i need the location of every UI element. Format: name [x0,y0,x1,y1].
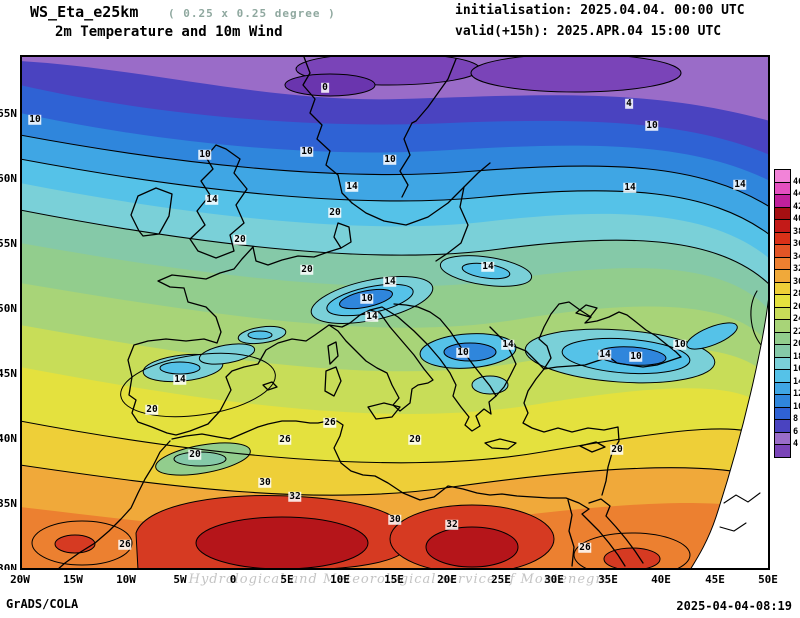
colorbar-value-42: 42 [793,201,800,212]
colorbar-value-16: 16 [793,364,800,374]
colorbar-segment-21 [775,431,790,444]
colorbar-segment-17 [775,381,790,394]
colorbar-value-36: 36 [793,239,800,249]
colorbar-segment-6 [775,244,790,257]
colorbar-value-46: 46 [793,176,800,187]
lon-tick-20W: 20W [10,573,30,586]
europe-temperature-map [19,52,771,578]
lat-tick-30N: 30N [0,562,17,570]
lon-tick-15W: 15W [63,573,83,586]
colorbar-segment-19 [775,406,790,419]
colorbar-segment-1 [775,181,790,194]
creation-timestamp: 2025-04-04-08:19 [676,599,792,613]
temperature-contour-field [19,52,771,578]
latitude-axis: 65N 60N 55N 50N 45N 40N 35N 30N [0,55,18,570]
lon-tick-20E: 20E [437,573,457,586]
colorbar-value-10: 10 [793,401,800,412]
watermark: Hydrological and Meteorological service … [188,572,612,587]
colorbar-labels: 46 44 42 40 38 36 34 32 30 28 26 24 22 20 18 16 14 12 10 8 6… [793,169,800,459]
lon-tick-25E: 25E [491,573,511,586]
colorbar-value-22: 22 [793,326,800,337]
lon-tick-30E: 30E [544,573,564,586]
colorbar-value-24: 24 [793,314,800,324]
colorbar-value-4: 4 [793,439,799,449]
temperature-colorbar [774,169,791,458]
lat-tick-35N: 35N [0,497,17,510]
lat-tick-50N: 50N [0,302,17,315]
colorbar-value-20: 20 [793,339,800,349]
colorbar-segment-10 [775,294,790,307]
colorbar-segment-7 [775,256,790,269]
colorbar-value-8: 8 [793,414,799,424]
colorbar-segment-20 [775,419,790,432]
lat-tick-60N: 60N [0,172,17,185]
colorbar-value-40: 40 [793,214,800,224]
colorbar-segment-2 [775,194,790,207]
longitude-axis: 20W 15W 10W 5W 0 5E 10E 15E 20E 25E 30E 35E 40E 45E 50… [0,571,800,587]
colorbar-value-38: 38 [793,226,800,237]
colorbar-segments [775,170,790,457]
colorbar-segment-9 [775,281,790,294]
colorbar-value-18: 18 [793,351,800,362]
grads-credit: GrADS/COLA [6,597,79,611]
colorbar-value-30: 30 [793,276,800,287]
colorbar-segment-5 [775,231,790,244]
colorbar-segment-0 [775,170,790,182]
lon-tick-50E: 50E [758,573,778,586]
lat-tick-65N: 65N [0,107,17,120]
lon-tick-10W: 10W [116,573,136,586]
lon-tick-10E: 10E [330,573,350,586]
colorbar-value-32: 32 [793,264,800,274]
colorbar-value-14: 14 [793,376,800,387]
model-title: WS_Eta_e25km [30,3,139,21]
lat-tick-40N: 40N [0,432,17,445]
colorbar-segment-18 [775,394,790,407]
colorbar-segment-8 [775,269,790,282]
colorbar-value-34: 34 [793,251,800,262]
valid-time: valid(+15h): 2025.APR.04 15:00 UTC [455,24,722,39]
colorbar-value-6: 6 [793,426,799,437]
lon-tick-35E: 35E [598,573,618,586]
lon-tick-15E: 15E [384,573,404,586]
colorbar-value-44: 44 [793,189,800,199]
colorbar-segment-13 [775,331,790,344]
initialisation-time: initialisation: 2025.04.04. 00:00 UTC [455,3,745,18]
map-subtitle: 2m Temperature and 10m Wind [55,24,283,40]
colorbar-segment-12 [775,319,790,332]
colorbar-value-26: 26 [793,301,800,312]
lon-tick-0: 0 [229,573,237,586]
model-resolution: ( 0.25 x 0.25 degree ) [168,7,336,20]
lon-tick-5W: 5W [173,573,187,586]
colorbar-segment-11 [775,306,790,319]
lat-tick-45N: 45N [0,367,17,380]
colorbar-segment-15 [775,356,790,369]
lat-tick-55N: 55N [0,237,17,250]
colorbar-segment-16 [775,369,790,382]
colorbar-segment-22 [775,444,790,457]
colorbar-segment-14 [775,344,790,357]
lon-tick-40E: 40E [651,573,671,586]
colorbar-value-28: 28 [793,289,800,299]
lon-tick-45E: 45E [705,573,725,586]
lon-tick-5E: 5E [280,573,294,586]
colorbar-segment-3 [775,206,790,219]
colorbar-segment-4 [775,219,790,232]
colorbar-value-12: 12 [793,389,800,399]
